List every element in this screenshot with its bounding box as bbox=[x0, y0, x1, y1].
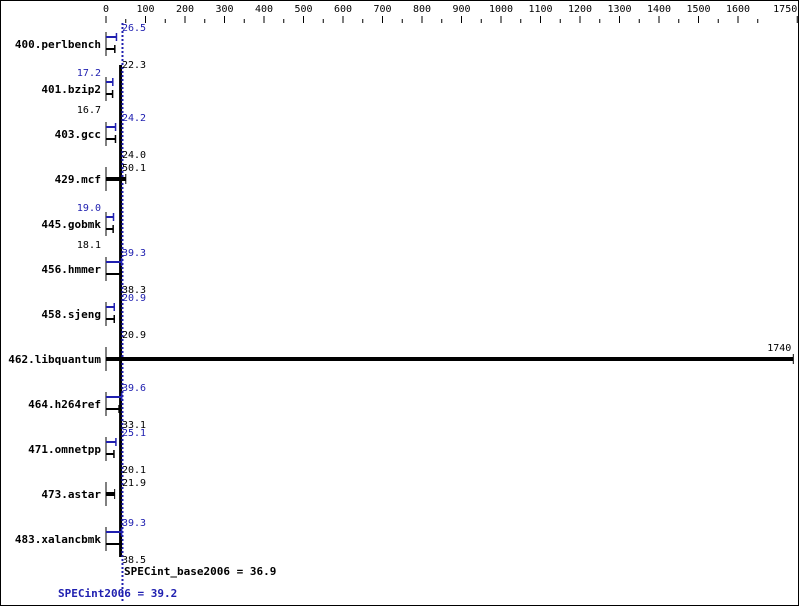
x-tick-label: 100 bbox=[136, 4, 154, 15]
base-value-label: 1740 bbox=[767, 343, 791, 354]
x-tick-label: 1600 bbox=[726, 4, 750, 15]
peak-value-label: 26.5 bbox=[122, 23, 146, 34]
base-value-label: 38.5 bbox=[122, 555, 146, 566]
base-summary-label: SPECint_base2006 = 36.9 bbox=[124, 565, 276, 578]
benchmark-label: 462.libquantum bbox=[8, 353, 101, 366]
peak-value-label: 17.2 bbox=[77, 68, 101, 79]
benchmark-label: 464.h264ref bbox=[28, 398, 101, 411]
x-tick-label: 700 bbox=[373, 4, 391, 15]
x-tick-label: 500 bbox=[294, 4, 312, 15]
peak-value-label: 39.3 bbox=[122, 518, 146, 529]
x-tick-label: 400 bbox=[255, 4, 273, 15]
x-tick-label: 0 bbox=[103, 4, 109, 15]
x-tick-label: 200 bbox=[176, 4, 194, 15]
x-tick-label: 800 bbox=[413, 4, 431, 15]
benchmark-label: 458.sjeng bbox=[41, 308, 101, 321]
peak-value-label: 19.0 bbox=[77, 203, 101, 214]
x-tick-label: 600 bbox=[334, 4, 352, 15]
benchmark-label: 400.perlbench bbox=[15, 38, 101, 51]
base-value-label: 22.3 bbox=[122, 60, 146, 71]
peak-value-label: 20.9 bbox=[122, 293, 146, 304]
benchmark-label: 429.mcf bbox=[55, 173, 101, 186]
base-value-label: 38.3 bbox=[122, 285, 146, 296]
x-tick-label: 300 bbox=[215, 4, 233, 15]
peak-value-label: 24.2 bbox=[122, 113, 146, 124]
x-tick-label: 1400 bbox=[647, 4, 671, 15]
base-value-label: 16.7 bbox=[77, 105, 101, 116]
base-value-label: 18.1 bbox=[77, 240, 101, 251]
benchmark-label: 471.omnetpp bbox=[28, 443, 101, 456]
x-tick-label: 1300 bbox=[607, 4, 631, 15]
x-tick-label: 1200 bbox=[568, 4, 592, 15]
peak-value-label: 39.3 bbox=[122, 248, 146, 259]
x-tick-label: 1500 bbox=[686, 4, 710, 15]
peak-summary-label: SPECint2006 = 39.2 bbox=[58, 587, 177, 600]
base-value-label: 50.1 bbox=[122, 163, 146, 174]
x-tick-label: 1000 bbox=[489, 4, 513, 15]
benchmark-label: 445.gobmk bbox=[41, 218, 101, 231]
benchmark-label: 456.hmmer bbox=[41, 263, 101, 276]
x-tick-label: 900 bbox=[452, 4, 470, 15]
benchmark-label: 473.astar bbox=[41, 488, 101, 501]
benchmark-label: 401.bzip2 bbox=[41, 83, 101, 96]
x-tick-label: 1100 bbox=[528, 4, 552, 15]
benchmark-label: 403.gcc bbox=[55, 128, 101, 141]
base-value-label: 20.1 bbox=[122, 465, 146, 476]
base-value-label: 24.0 bbox=[122, 150, 146, 161]
base-value-label: 21.9 bbox=[122, 478, 146, 489]
base-value-label: 33.1 bbox=[122, 420, 146, 431]
benchmark-label: 483.xalancbmk bbox=[15, 533, 101, 546]
x-tick-label: 1750 bbox=[773, 4, 797, 15]
base-value-label: 20.9 bbox=[122, 330, 146, 341]
peak-value-label: 25.1 bbox=[122, 428, 146, 439]
peak-value-label: 39.6 bbox=[122, 383, 146, 394]
